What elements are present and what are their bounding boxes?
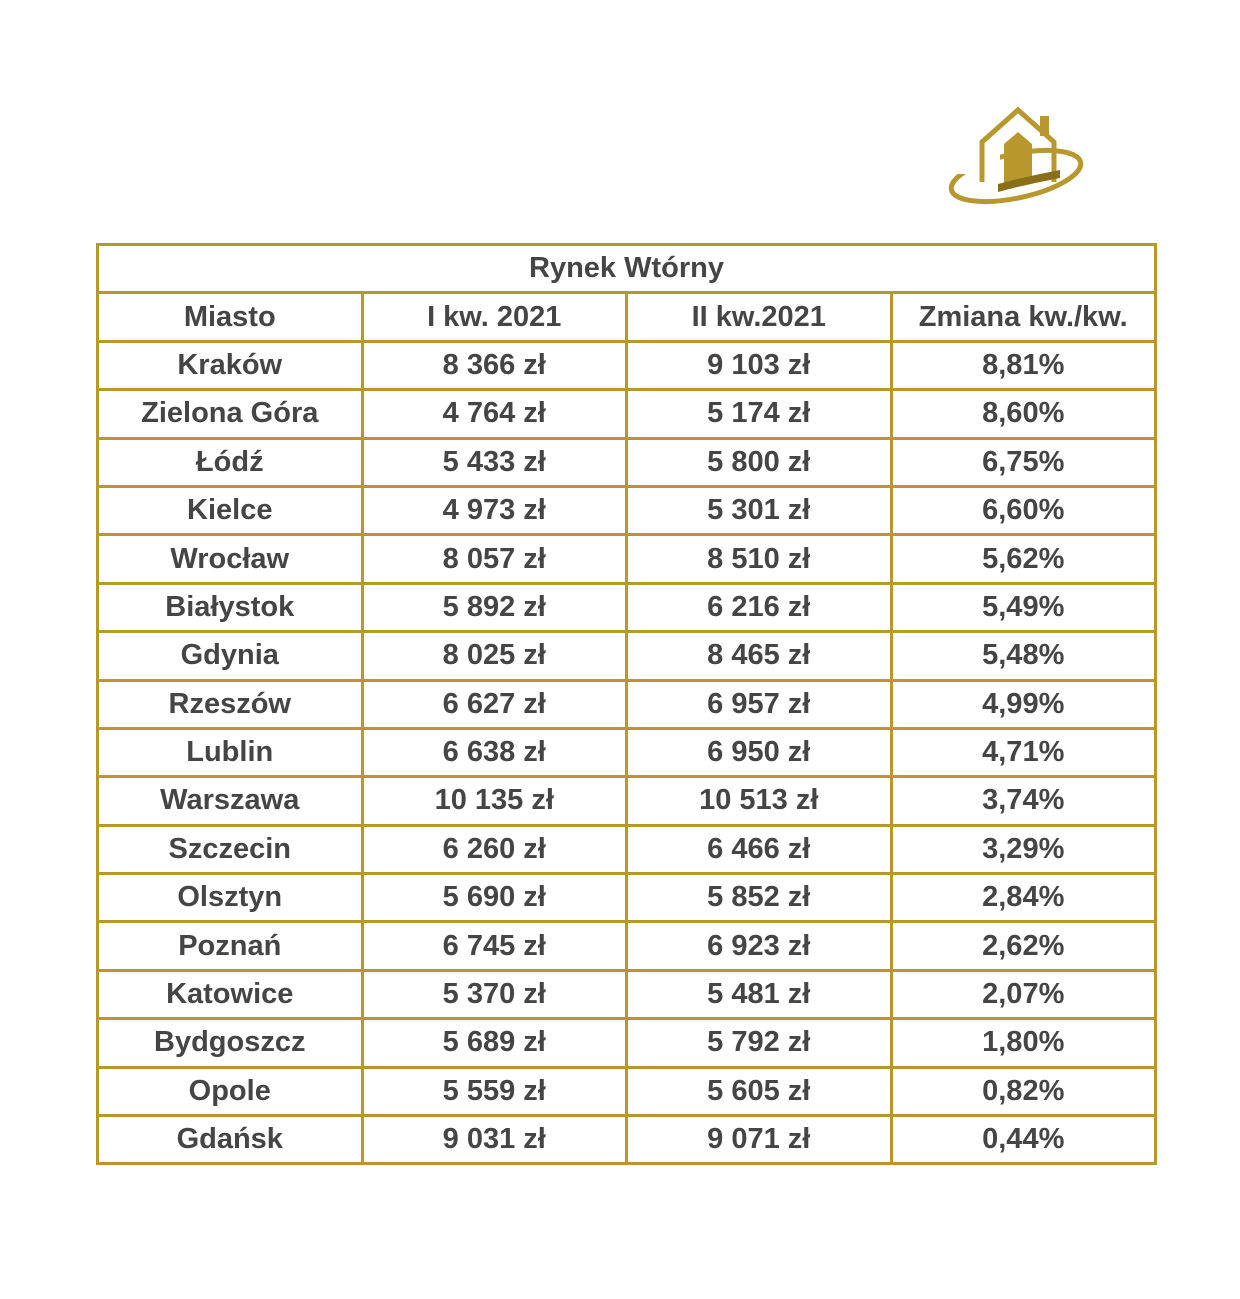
- data-row: Gdańsk 9 031 zł 9 071 zł 0,44%: [96, 1114, 1157, 1166]
- value-cell: 9 031 zł: [360, 1114, 628, 1166]
- data-row: Poznań 6 745 zł 6 923 zł 2,62%: [96, 920, 1157, 972]
- data-row: Opole 5 559 zł 5 605 zł 0,82%: [96, 1065, 1157, 1118]
- data-row: Kraków 8 366 zł 9 103 zł 8,81%: [96, 339, 1157, 392]
- logo: [948, 106, 1084, 205]
- data-row: Olsztyn 5 690 zł 5 852 zł 2,84%: [96, 872, 1157, 924]
- city-cell: Poznań: [96, 920, 364, 972]
- value-cell: 8,60%: [889, 388, 1157, 440]
- value-cell: 8 025 zł: [360, 630, 628, 682]
- value-cell: 6 627 zł: [360, 678, 628, 730]
- value-cell: 4,99%: [889, 678, 1157, 730]
- city-cell: Warszawa: [96, 775, 364, 827]
- value-cell: 6 745 zł: [360, 920, 628, 972]
- value-cell: 5 800 zł: [625, 436, 893, 488]
- city-cell: Zielona Góra: [96, 388, 364, 440]
- value-cell: 6,75%: [889, 436, 1157, 488]
- value-cell: 1,80%: [889, 1017, 1157, 1069]
- data-row: Szczecin 6 260 zł 6 466 zł 3,29%: [96, 823, 1157, 876]
- city-cell: Katowice: [96, 968, 364, 1021]
- value-cell: 9 103 zł: [625, 339, 893, 392]
- city-cell: Opole: [96, 1065, 364, 1118]
- city-cell: Gdynia: [96, 630, 364, 682]
- value-cell: 0,44%: [889, 1114, 1157, 1166]
- header-cell: Zmiana kw./kw.: [889, 291, 1157, 343]
- value-cell: 10 135 zł: [360, 775, 628, 827]
- value-cell: 0,82%: [889, 1065, 1157, 1118]
- data-row: Wrocław 8 057 zł 8 510 zł 5,62%: [96, 533, 1157, 585]
- data-row: Bydgoszcz 5 689 zł 5 792 zł 1,80%: [96, 1017, 1157, 1069]
- value-cell: 5,49%: [889, 581, 1157, 634]
- value-cell: 6 260 zł: [360, 823, 628, 876]
- city-cell: Szczecin: [96, 823, 364, 876]
- city-cell: Kielce: [96, 484, 364, 537]
- title-row: Rynek Wtórny: [96, 242, 1157, 295]
- value-cell: 8,81%: [889, 339, 1157, 392]
- city-cell: Kraków: [96, 339, 364, 392]
- value-cell: 5 892 zł: [360, 581, 628, 634]
- value-cell: 5,62%: [889, 533, 1157, 585]
- value-cell: 5 852 zł: [625, 872, 893, 924]
- table-title: Rynek Wtórny: [96, 242, 1157, 295]
- city-cell: Lublin: [96, 726, 364, 779]
- value-cell: 2,84%: [889, 872, 1157, 924]
- value-cell: 8 510 zł: [625, 533, 893, 585]
- value-cell: 5 690 zł: [360, 872, 628, 924]
- value-cell: 8 366 zł: [360, 339, 628, 392]
- header-cell: Miasto: [96, 291, 364, 343]
- header-cell: I kw. 2021: [360, 291, 628, 343]
- city-cell: Białystok: [96, 581, 364, 634]
- value-cell: 2,62%: [889, 920, 1157, 972]
- data-row: Rzeszów 6 627 zł 6 957 zł 4,99%: [96, 678, 1157, 730]
- value-cell: 5 559 zł: [360, 1065, 628, 1118]
- data-row: Białystok 5 892 zł 6 216 zł 5,49%: [96, 581, 1157, 634]
- value-cell: 3,29%: [889, 823, 1157, 876]
- value-cell: 6 216 zł: [625, 581, 893, 634]
- data-row: Łódź 5 433 zł 5 800 zł 6,75%: [96, 436, 1157, 488]
- header-row: Miasto I kw. 2021 II kw.2021 Zmiana kw./kw.: [96, 291, 1157, 343]
- value-cell: 6 466 zł: [625, 823, 893, 876]
- city-cell: Rzeszów: [96, 678, 364, 730]
- value-cell: 2,07%: [889, 968, 1157, 1021]
- data-row: Warszawa 10 135 zł 10 513 zł 3,74%: [96, 775, 1157, 827]
- value-cell: 10 513 zł: [625, 775, 893, 827]
- city-cell: Bydgoszcz: [96, 1017, 364, 1069]
- value-cell: 5,48%: [889, 630, 1157, 682]
- value-cell: 5 370 zł: [360, 968, 628, 1021]
- value-cell: 3,74%: [889, 775, 1157, 827]
- city-cell: Wrocław: [96, 533, 364, 585]
- value-cell: 4 764 zł: [360, 388, 628, 440]
- value-cell: 5 433 zł: [360, 436, 628, 488]
- city-cell: Łódź: [96, 436, 364, 488]
- value-cell: 6 923 zł: [625, 920, 893, 972]
- data-row: Katowice 5 370 zł 5 481 zł 2,07%: [96, 968, 1157, 1021]
- value-cell: 6 950 zł: [625, 726, 893, 779]
- value-cell: 5 689 zł: [360, 1017, 628, 1069]
- data-row: Gdynia 8 025 zł 8 465 zł 5,48%: [96, 630, 1157, 682]
- value-cell: 6,60%: [889, 484, 1157, 537]
- value-cell: 8 465 zł: [625, 630, 893, 682]
- value-cell: 5 174 zł: [625, 388, 893, 440]
- value-cell: 6 957 zł: [625, 678, 893, 730]
- value-cell: 6 638 zł: [360, 726, 628, 779]
- value-cell: 5 481 zł: [625, 968, 893, 1021]
- city-cell: Olsztyn: [96, 872, 364, 924]
- value-cell: 5 792 zł: [625, 1017, 893, 1069]
- value-cell: 5 605 zł: [625, 1065, 893, 1118]
- data-row: Zielona Góra 4 764 zł 5 174 zł 8,60%: [96, 388, 1157, 440]
- value-cell: 4,71%: [889, 726, 1157, 779]
- value-cell: 9 071 zł: [625, 1114, 893, 1166]
- price-table: Rynek Wtórny Miasto I kw. 2021 II kw.2021 Z…: [96, 242, 1157, 1166]
- data-row: Lublin 6 638 zł 6 950 zł 4,71%: [96, 726, 1157, 779]
- header-cell: II kw.2021: [625, 291, 893, 343]
- value-cell: 5 301 zł: [625, 484, 893, 537]
- city-cell: Gdańsk: [96, 1114, 364, 1166]
- value-cell: 8 057 zł: [360, 533, 628, 585]
- data-row: Kielce 4 973 zł 5 301 zł 6,60%: [96, 484, 1157, 537]
- value-cell: 4 973 zł: [360, 484, 628, 537]
